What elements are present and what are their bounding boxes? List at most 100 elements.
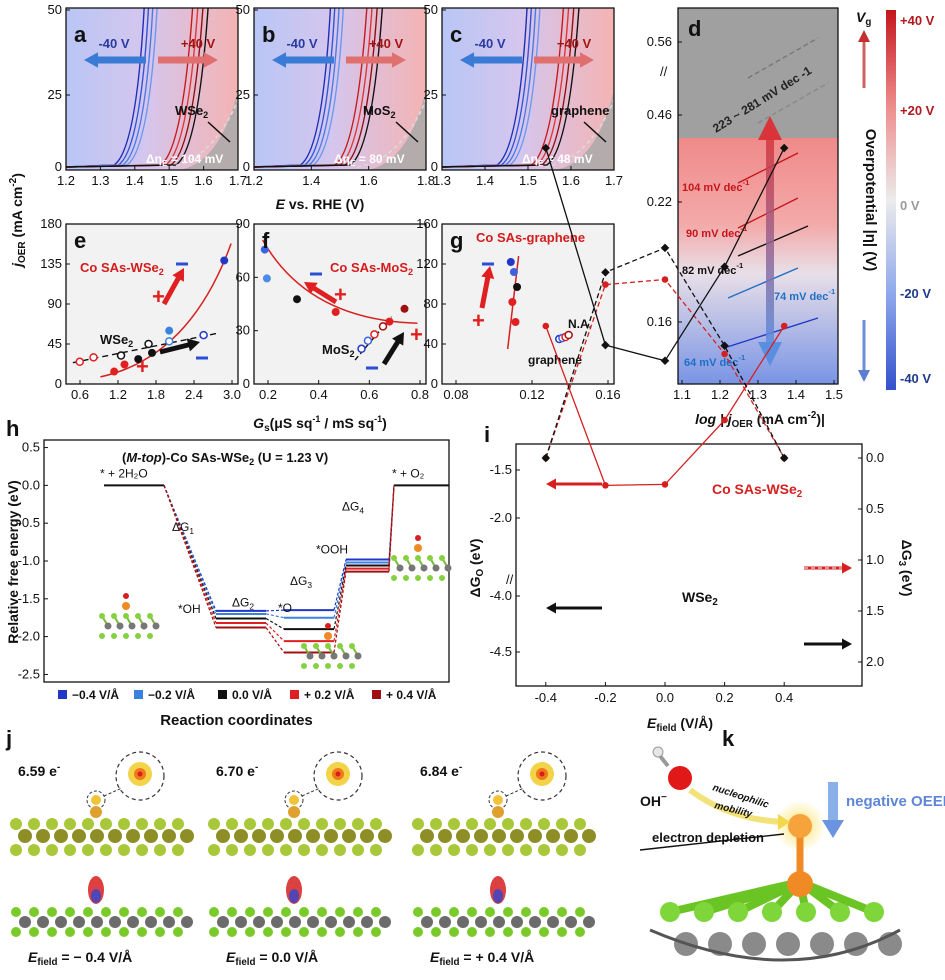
slab-atom <box>262 818 274 830</box>
neg-bias-curve <box>441 7 528 168</box>
plus-sign: + <box>152 284 165 309</box>
top-x-tick-label: 1.7 <box>605 173 623 188</box>
mid-x-tick-label: 1.8 <box>147 387 165 402</box>
mid-x-axis-label: Gs(μS sq-1 / mS sq-1) <box>253 414 387 434</box>
slab-metal-atom <box>252 829 266 843</box>
slab-atom <box>137 907 147 917</box>
top-x-tick-label: 1.5 <box>160 173 178 188</box>
data-point-substrate <box>370 330 379 339</box>
slab-atom <box>538 818 550 830</box>
mid-x-tick-label: 0.12 <box>519 387 544 402</box>
slab-atom <box>65 907 75 917</box>
mid-x-tick-label: 0.4 <box>310 387 328 402</box>
density-accumulation <box>91 889 101 903</box>
chalcogen-atom <box>325 643 331 649</box>
slab-metal-atom <box>91 916 103 928</box>
data-point-substrate <box>357 344 366 354</box>
data-point-hybrid <box>400 304 409 313</box>
colorbar-tick-label: +40 V <box>900 13 935 28</box>
pos-shift-arrow-head <box>204 52 218 68</box>
top-x-tick-label: 1.3 <box>433 173 451 188</box>
mid-y-tick-label: 45 <box>48 336 62 351</box>
slab-atom <box>466 818 478 830</box>
data-point-hybrid <box>385 317 394 326</box>
slab-atom <box>575 927 585 937</box>
slab-metal-atom <box>54 829 68 843</box>
chalcogen-atom <box>337 643 343 649</box>
metal-atom <box>342 652 350 660</box>
polarization-panel-a: -40 V +40 V WSe2 ΔηE = 104 mV 1.2 1.3 1.4 1.5 1.… <box>48 2 248 188</box>
chalcogen-atom <box>99 633 105 639</box>
slab-atom <box>557 907 567 917</box>
delta-g-label: ΔG1 <box>172 520 194 536</box>
bare-substrate-curve <box>357 99 427 168</box>
delta-g-label-part: 3 <box>307 580 312 590</box>
structure-ooh <box>391 535 452 581</box>
metal-atom <box>776 932 800 956</box>
slab-atom <box>245 927 255 937</box>
conductance-panel-frame <box>253 223 427 385</box>
data-point-hybrid <box>260 245 269 254</box>
charge-label-part: - <box>255 762 258 773</box>
right-y-axis-label-part: ΔG <box>899 540 915 561</box>
slab-metal-atom <box>547 916 559 928</box>
slab-metal-atom <box>546 829 560 843</box>
right-y-axis-label: ΔG3 (eV) <box>896 540 915 597</box>
chalcogen-atom <box>111 613 117 619</box>
energy-y-tick-label: -2.0 <box>18 629 40 644</box>
cobalt-atom <box>788 814 812 838</box>
metal-atom <box>116 622 124 630</box>
slab-atom <box>448 818 460 830</box>
delta-eta-label: ΔηE = 80 mV <box>334 152 405 168</box>
legend-swatch <box>372 690 381 699</box>
state-label: *O <box>278 601 292 615</box>
oxygen-atom <box>123 593 129 599</box>
density-accumulation <box>289 889 299 903</box>
top-y-tick-label: 0 <box>431 159 438 174</box>
plus-sign: + <box>472 308 485 333</box>
co-series-label-part: Co SAs-WSe <box>712 481 797 497</box>
oxygen-atom <box>325 623 331 629</box>
slab-atom <box>574 844 586 856</box>
pos-bias-curve <box>65 7 199 168</box>
slab-metal-atom <box>307 916 319 928</box>
slab-atom <box>172 844 184 856</box>
charge-density-panel: j6.59 e-Efield = − 0.4 V/Å6.70 e-Efield … <box>5 726 596 968</box>
top-x-tick-label: 1.3 <box>91 173 109 188</box>
slab-atom <box>101 927 111 937</box>
panel-label-j: j <box>5 726 12 751</box>
slab-atom <box>29 907 39 917</box>
metal-atom <box>444 564 452 572</box>
pos-bias-curve <box>65 7 209 168</box>
top-y-tick-label: 25 <box>236 87 250 102</box>
neg-bias-label: -40 V <box>286 36 317 51</box>
left-y-axis-label-part: O <box>475 569 486 577</box>
right-y-axis-label-part: 3 <box>896 561 907 567</box>
delta-eta-label-part: = 80 mV <box>356 152 405 166</box>
chalcogen-atom <box>427 555 433 561</box>
panel-label-k: k <box>722 726 735 751</box>
field-x-tick-label: 0.2 <box>716 690 734 705</box>
slab-atom <box>262 844 274 856</box>
hydroxide-label: OH− <box>640 792 667 809</box>
data-point-substrate <box>378 322 388 331</box>
pos-bias-curve <box>441 7 565 168</box>
right-y-axis-label-part: (eV) <box>899 566 915 596</box>
chalcogen-atom <box>391 555 397 561</box>
pos-bias-curve <box>65 7 204 168</box>
oxygen-atom <box>668 766 692 790</box>
slab-atom <box>263 907 273 917</box>
slab-atom <box>502 844 514 856</box>
material-label-part: 2 <box>203 110 208 120</box>
slab-atom <box>245 907 255 917</box>
field-x-axis-label-part: E <box>647 715 657 731</box>
oeef-arrow-body <box>828 782 838 822</box>
delta-g-label-part: ΔG <box>172 520 189 534</box>
data-point-hybrid <box>110 367 119 376</box>
right-y-tick-label: 0.0 <box>866 450 884 465</box>
zoom-leader <box>301 787 321 797</box>
